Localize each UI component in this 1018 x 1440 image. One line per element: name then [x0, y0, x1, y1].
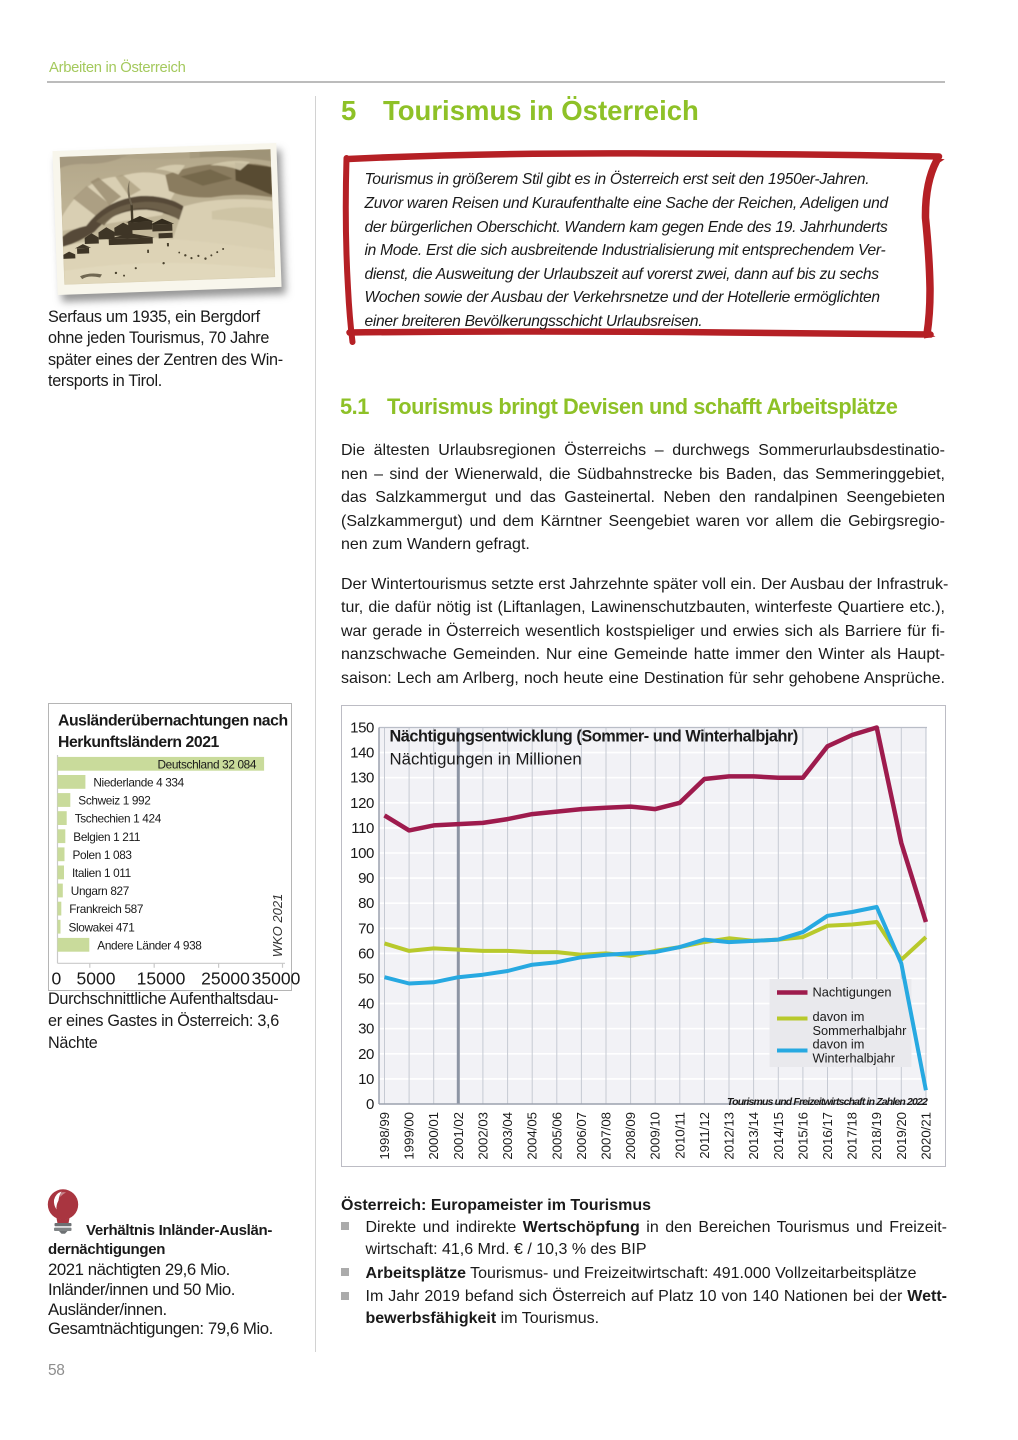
svg-text:Deutschland 32 084: Deutschland 32 084 [157, 757, 256, 771]
svg-text:Belgien 1 211: Belgien 1 211 [73, 829, 140, 843]
svg-text:40: 40 [358, 996, 374, 1013]
svg-text:2019/20: 2019/20 [893, 1112, 908, 1160]
svg-text:120: 120 [350, 795, 374, 812]
svg-text:Andere Länder 4 938: Andere Länder 4 938 [97, 938, 202, 952]
svg-text:10: 10 [358, 1071, 374, 1088]
svg-text:2015/16: 2015/16 [795, 1112, 810, 1160]
svg-text:20: 20 [358, 1046, 374, 1063]
svg-text:70: 70 [358, 920, 374, 937]
svg-text:davon im: davon im [812, 1009, 864, 1024]
svg-text:2010/11: 2010/11 [672, 1112, 687, 1159]
svg-text:2003/04: 2003/04 [500, 1112, 515, 1160]
svg-text:Schweiz 1 992: Schweiz 1 992 [78, 793, 150, 807]
svg-text:25000: 25000 [201, 968, 250, 988]
svg-text:Slowakei 471: Slowakei 471 [69, 920, 135, 934]
svg-text:2000/01: 2000/01 [426, 1112, 441, 1160]
svg-text:2008/09: 2008/09 [623, 1112, 638, 1160]
svg-text:WKO 2021: WKO 2021 [270, 893, 285, 957]
svg-text:Sommerhalbjahr: Sommerhalbjahr [812, 1023, 907, 1038]
svg-text:2009/10: 2009/10 [647, 1112, 662, 1160]
svg-text:Nachtigungen: Nachtigungen [812, 985, 891, 1000]
svg-text:15000: 15000 [137, 968, 186, 988]
svg-text:2016/17: 2016/17 [820, 1112, 835, 1160]
svg-text:2020/21: 2020/21 [918, 1112, 933, 1160]
svg-text:30: 30 [358, 1021, 374, 1038]
svg-text:Nächtigungen in Millionen: Nächtigungen in Millionen [389, 750, 581, 769]
svg-text:80: 80 [358, 895, 374, 912]
svg-text:Frankreich 587: Frankreich 587 [69, 902, 143, 916]
svg-text:Niederlande 4 334: Niederlande 4 334 [93, 775, 184, 789]
svg-text:2004/05: 2004/05 [524, 1112, 539, 1160]
svg-text:110: 110 [351, 820, 374, 837]
svg-text:Tschechien 1 424: Tschechien 1 424 [75, 811, 162, 825]
svg-text:2011/12: 2011/12 [696, 1112, 711, 1159]
svg-text:150: 150 [350, 720, 374, 737]
svg-text:130: 130 [350, 770, 374, 787]
svg-text:2017/18: 2017/18 [844, 1112, 859, 1160]
svg-text:2005/06: 2005/06 [549, 1112, 564, 1160]
svg-text:Herkunftsländern 2021: Herkunftsländern 2021 [58, 733, 220, 750]
svg-text:Italien 1 011: Italien 1 011 [72, 866, 131, 880]
svg-text:1998/99: 1998/99 [377, 1112, 392, 1160]
svg-text:2018/19: 2018/19 [869, 1112, 884, 1160]
svg-text:2007/08: 2007/08 [598, 1112, 613, 1160]
svg-text:Nächtigungsentwicklung (Sommer: Nächtigungsentwicklung (Sommer- und Wint… [389, 728, 797, 746]
svg-text:Ausländerübernachtungen nach: Ausländerübernachtungen nach [58, 712, 288, 729]
svg-text:35000: 35000 [252, 968, 301, 988]
svg-text:2001/02: 2001/02 [450, 1112, 465, 1160]
svg-text:90: 90 [358, 870, 374, 887]
svg-text:Winterhalbjahr: Winterhalbjahr [812, 1051, 895, 1066]
svg-text:Polen 1 083: Polen 1 083 [73, 847, 133, 861]
svg-text:2013/14: 2013/14 [746, 1112, 761, 1160]
svg-text:0: 0 [52, 968, 62, 988]
svg-text:2006/07: 2006/07 [573, 1112, 588, 1160]
svg-text:1999/00: 1999/00 [401, 1112, 416, 1160]
svg-text:2012/13: 2012/13 [721, 1112, 736, 1160]
svg-text:Tourismus und Freizeitwirtscha: Tourismus und Freizeitwirtschaft in Zahl… [726, 1096, 927, 1108]
svg-text:2002/03: 2002/03 [475, 1112, 490, 1160]
svg-text:0: 0 [366, 1096, 374, 1113]
svg-text:50: 50 [358, 971, 374, 988]
svg-text:Ungarn 827: Ungarn 827 [71, 884, 129, 898]
svg-text:2014/15: 2014/15 [770, 1112, 785, 1160]
svg-text:100: 100 [350, 845, 374, 862]
svg-text:5000: 5000 [77, 968, 116, 988]
svg-text:davon im: davon im [812, 1037, 864, 1052]
svg-text:60: 60 [358, 945, 374, 962]
svg-text:140: 140 [350, 745, 374, 762]
